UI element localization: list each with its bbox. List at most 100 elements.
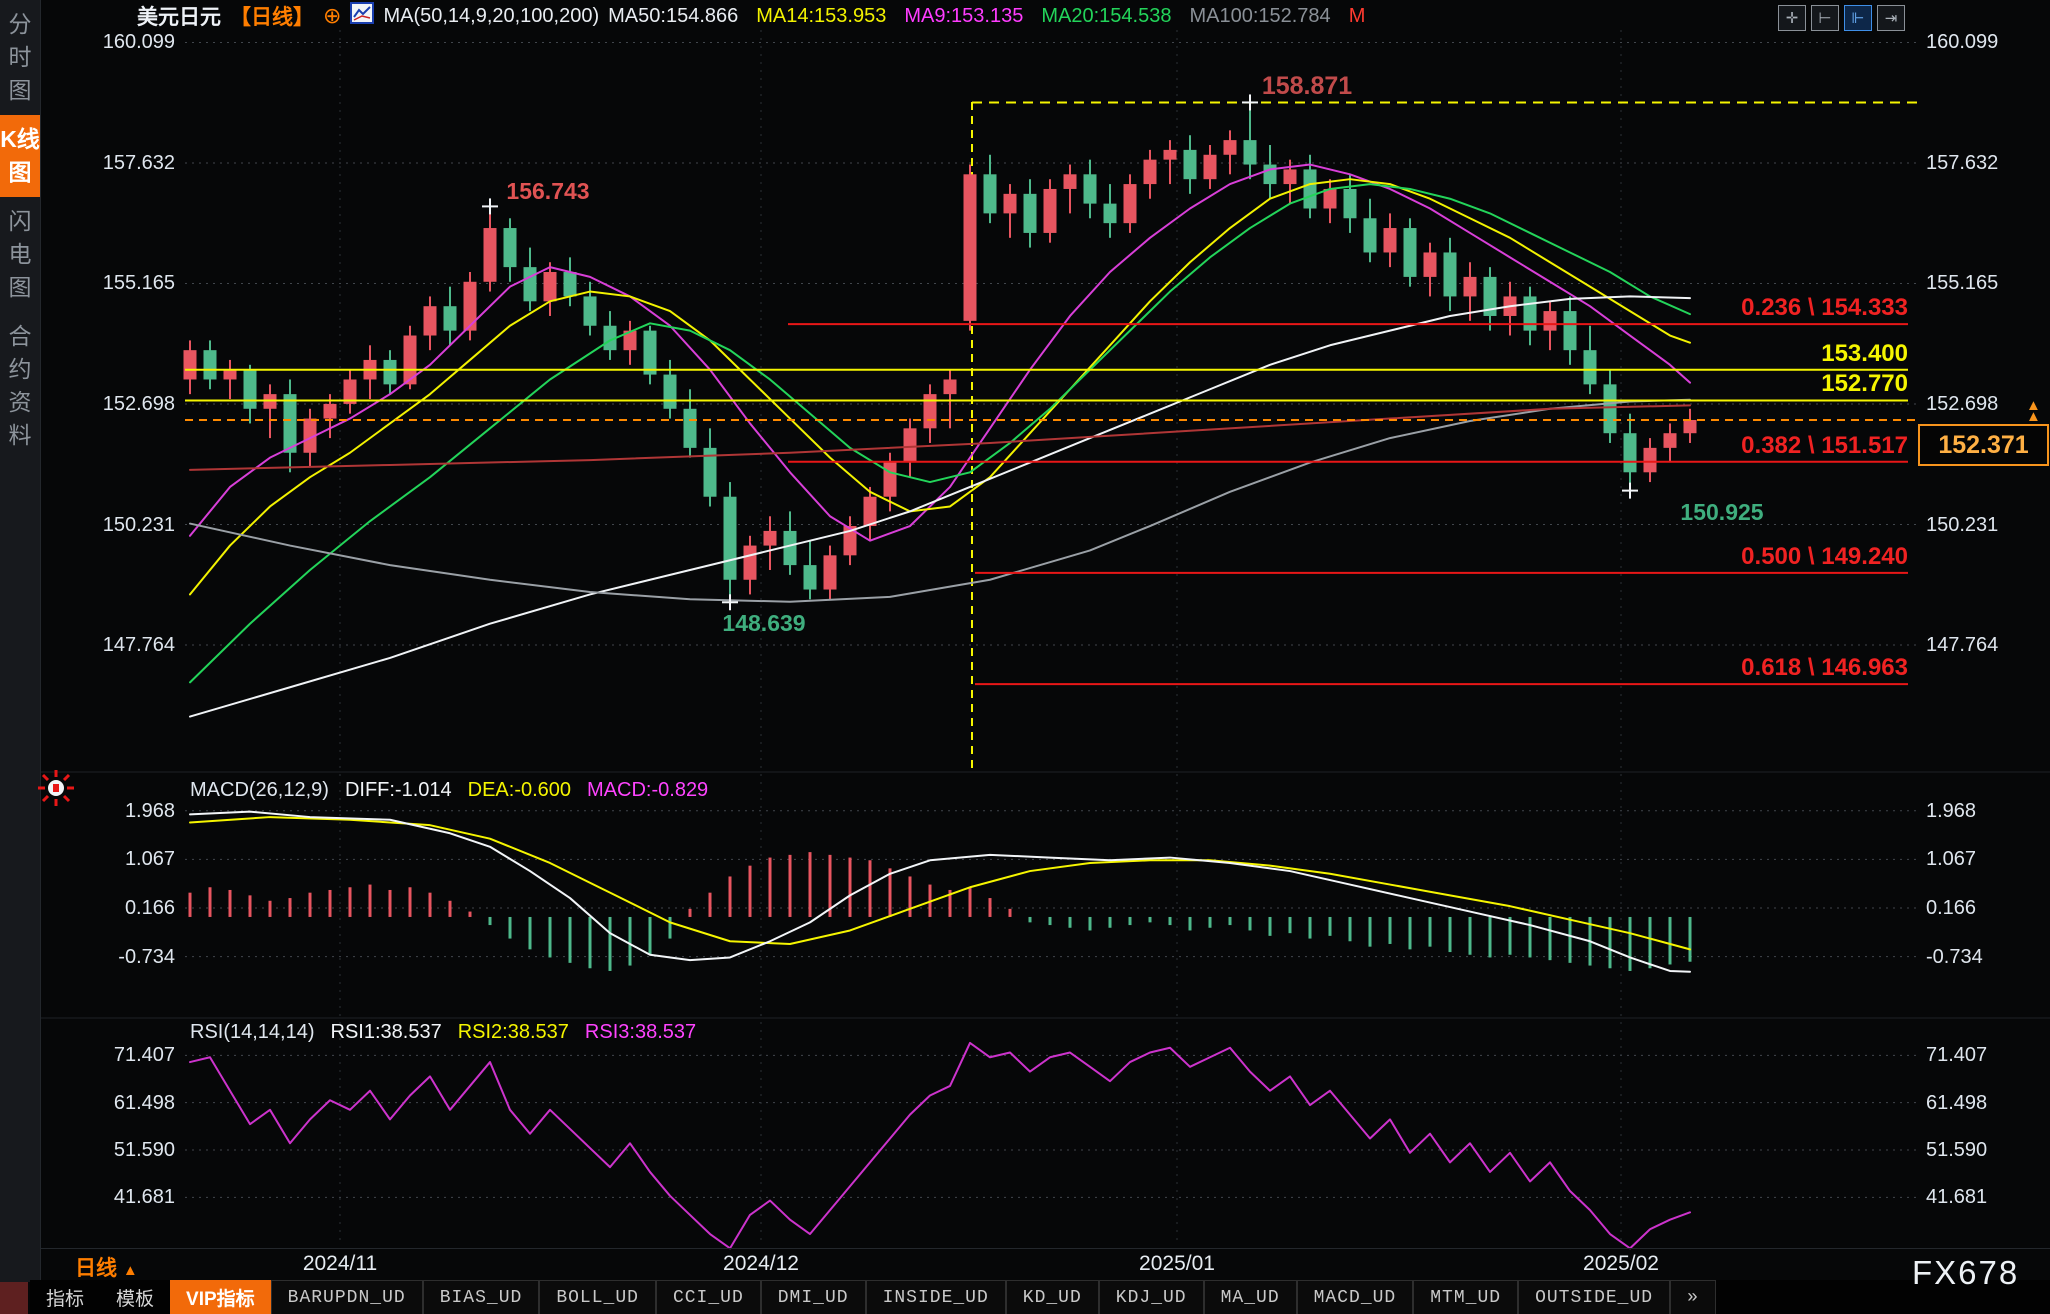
tab-INSIDE_UD[interactable]: INSIDE_UD [865, 1280, 1006, 1314]
chart-header: 美元日元 【日线】 ⊕ MA(50,14,9,20,100,200) MA50:… [137, 2, 1365, 30]
axis-tick-left: 155.165 [102, 272, 175, 295]
axis-tick-left: 51.590 [113, 1139, 175, 1161]
fib-label: 0.618 \ 146.963 [1741, 654, 1908, 682]
fib-label: 0.236 \ 154.333 [1741, 294, 1908, 322]
axis-tick-right: 150.231 [1926, 513, 1999, 536]
rsi-header: RSI(14,14,14) RSI1:38.537 RSI2:38.537 RSI3:… [190, 1021, 696, 1044]
header-toolbar: ✛ ⊢ ⊩ ⇥ [1778, 5, 1905, 31]
period-selector[interactable]: 日线 ▲ [75, 1257, 138, 1280]
ma-settings-label: MA(50,14,9,20,100,200) [383, 4, 600, 27]
sidebar-item-tab[interactable]: 分时图 [8, 11, 32, 103]
tab-MTM_UD[interactable]: MTM_UD [1413, 1280, 1519, 1314]
tab-OUTSIDE_UD[interactable]: OUTSIDE_UD [1518, 1280, 1671, 1314]
date-label: 2024/11 [302, 1252, 378, 1275]
indicator-value: RSI3:38.537 [584, 1021, 697, 1043]
tab-MA_UD[interactable]: MA_UD [1203, 1280, 1297, 1314]
tab-模板[interactable]: 模板 [116, 1288, 155, 1310]
date-label: 2024/12 [723, 1252, 799, 1275]
more-tabs-button[interactable]: » [1670, 1280, 1716, 1314]
last-price-tag: 152.371 [1918, 424, 2049, 466]
tab-KDJ_UD[interactable]: KDJ_UD [1098, 1280, 1204, 1314]
tab-BOLL_UD[interactable]: BOLL_UD [539, 1280, 656, 1314]
fib-label: 153.400 [1821, 339, 1908, 367]
axis-scale-icon[interactable]: ⊢ [1811, 5, 1839, 31]
indicator-value: RSI2:38.537 [457, 1021, 569, 1043]
period-tag: 【日线】 [230, 6, 314, 29]
crosshair-icon[interactable]: ✛ [1778, 5, 1806, 31]
fib-label: 152.770 [1821, 370, 1908, 398]
price-annotation: 148.639 [722, 610, 806, 637]
watermark: FX678 [1912, 1254, 2020, 1291]
axis-tick-left: 157.632 [102, 151, 175, 174]
ma-legend-item: M [1348, 4, 1366, 27]
axis-tick-right: 1.968 [1926, 799, 1977, 822]
axis-tick-left: 147.764 [102, 634, 175, 657]
tab-CCI_UD[interactable]: CCI_UD [655, 1280, 761, 1314]
tab-BARUPDN_UD[interactable]: BARUPDN_UD [270, 1280, 423, 1314]
axis-tick-left: -0.734 [118, 945, 175, 968]
axis-tick-left: 41.681 [113, 1186, 175, 1209]
sidebar: 分时图 K线图闪电图合约资料 [0, 0, 41, 1282]
axis-tick-right: 147.764 [1926, 634, 1999, 657]
axis-tick-right: 71.407 [1926, 1044, 1988, 1067]
fib-label: 0.500 \ 149.240 [1741, 542, 1908, 570]
ma-legend-item: MA100:152.784 [1189, 4, 1331, 27]
tab-DMI_UD[interactable]: DMI_UD [760, 1280, 866, 1314]
axis-tick-left: 160.099 [102, 31, 175, 54]
ma-legend: MA50:154.866 MA14:153.953 MA9:153.135 MA20:… [608, 5, 1365, 28]
axis-tick-left: 61.498 [113, 1091, 175, 1114]
axis-tick-left: 1.968 [124, 799, 175, 822]
sidebar-item-tab[interactable]: 合约资料 [8, 323, 32, 448]
indicator-value: MACD(26,12,9) [190, 779, 329, 801]
axis-tick-right: 0.166 [1926, 897, 1977, 919]
ma-legend-item: MA20:154.538 [1041, 4, 1172, 27]
add-indicator-icon[interactable]: ⊕ [323, 3, 342, 28]
chart-thumbnail-icon[interactable] [350, 2, 375, 30]
tab-BIAS_UD[interactable]: BIAS_UD [422, 1280, 540, 1314]
ma-legend-item: MA9:153.135 [904, 4, 1024, 27]
indicator-tabbar: 指标 模板 VIP指标 BARUPDN_UD BIAS_UD BOLL_UD CCI_UD D… [30, 1280, 2050, 1314]
price-annotation: 158.871 [1261, 72, 1353, 101]
sidebar-item-tab[interactable]: 闪电图 [8, 208, 32, 300]
fib-label: 0.382 \ 151.517 [1741, 431, 1908, 459]
indicator-value: DEA:-0.600 [467, 779, 572, 801]
tab-MACD_UD[interactable]: MACD_UD [1296, 1280, 1414, 1314]
axis-tick-right: 1.067 [1926, 848, 1977, 871]
axis-tick-left: 152.698 [102, 393, 175, 415]
tab-VIP指标[interactable]: VIP指标 [170, 1280, 271, 1314]
axis-tick-right: 41.681 [1926, 1186, 1988, 1209]
axis-tick-right: 155.165 [1926, 272, 1999, 295]
sidebar-item-active[interactable]: K线图 [0, 115, 40, 197]
axis-tick-left: 71.407 [113, 1044, 175, 1067]
macd-header: MACD(26,12,9) DIFF:-1.014 DEA:-0.600 MACD:-… [190, 779, 708, 802]
axis-tick-right: 160.099 [1926, 31, 1999, 54]
axis-tick-right: 157.632 [1926, 151, 1999, 174]
date-label: 2025/01 [1139, 1252, 1215, 1275]
axis-tick-left: 0.166 [124, 897, 175, 919]
tab-KD_UD[interactable]: KD_UD [1005, 1280, 1099, 1314]
axis-tick-right: 61.498 [1926, 1091, 1988, 1114]
price-up-arrows-icon: ▲ ▲ [2026, 397, 2041, 425]
date-label: 2025/02 [1583, 1252, 1659, 1275]
indicator-value: RSI1:38.537 [330, 1021, 442, 1043]
last-price-value: 152.371 [1938, 430, 2029, 459]
symbol-title: 美元日元 [137, 6, 221, 29]
tab-指标[interactable]: 指标 [46, 1288, 85, 1310]
price-annotation: 150.925 [1680, 498, 1764, 525]
axis-tick-right: 152.698 [1926, 393, 1999, 415]
indicator-value: RSI(14,14,14) [190, 1021, 315, 1043]
ma-legend-item: MA14:153.953 [756, 4, 887, 27]
axis-tick-right: 51.590 [1926, 1139, 1988, 1161]
axis-tick-left: 150.231 [102, 513, 175, 536]
axis-tick-right: -0.734 [1926, 945, 1983, 968]
ma-legend-item: MA50:154.866 [608, 4, 739, 27]
indicator-value: MACD:-0.829 [587, 779, 709, 801]
pan-right-icon[interactable]: ⇥ [1877, 5, 1905, 31]
auto-scale-icon[interactable]: ⊩ [1844, 5, 1872, 31]
price-annotation: 156.743 [506, 178, 590, 205]
corner-square [0, 1282, 28, 1314]
indicator-value: DIFF:-1.014 [344, 779, 452, 801]
track-point-icon[interactable] [38, 770, 74, 811]
